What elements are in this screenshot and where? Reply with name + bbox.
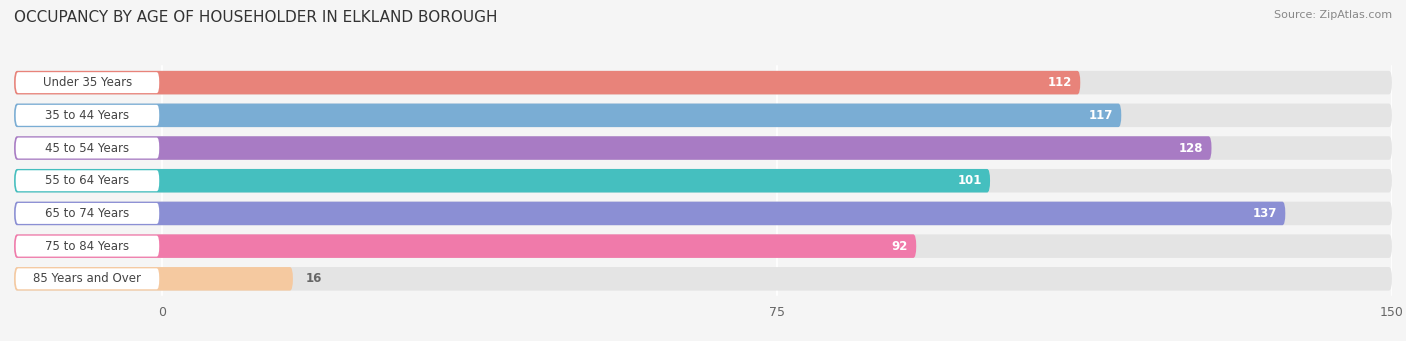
FancyBboxPatch shape <box>15 203 159 224</box>
FancyBboxPatch shape <box>14 202 1392 225</box>
Text: 45 to 54 Years: 45 to 54 Years <box>45 142 129 154</box>
Text: 137: 137 <box>1253 207 1277 220</box>
Text: 117: 117 <box>1088 109 1114 122</box>
FancyBboxPatch shape <box>15 170 159 191</box>
Text: 16: 16 <box>305 272 322 285</box>
FancyBboxPatch shape <box>15 236 159 256</box>
Text: 112: 112 <box>1047 76 1073 89</box>
FancyBboxPatch shape <box>14 71 1392 94</box>
FancyBboxPatch shape <box>14 202 1285 225</box>
Text: 101: 101 <box>957 174 981 187</box>
FancyBboxPatch shape <box>14 234 917 258</box>
Text: 85 Years and Over: 85 Years and Over <box>34 272 142 285</box>
FancyBboxPatch shape <box>14 136 1392 160</box>
FancyBboxPatch shape <box>14 234 1392 258</box>
FancyBboxPatch shape <box>15 72 159 93</box>
Text: 65 to 74 Years: 65 to 74 Years <box>45 207 129 220</box>
Text: Under 35 Years: Under 35 Years <box>42 76 132 89</box>
Text: 35 to 44 Years: 35 to 44 Years <box>45 109 129 122</box>
Text: 128: 128 <box>1178 142 1204 154</box>
Text: 75 to 84 Years: 75 to 84 Years <box>45 240 129 253</box>
FancyBboxPatch shape <box>14 104 1392 127</box>
FancyBboxPatch shape <box>15 137 159 159</box>
FancyBboxPatch shape <box>14 71 1080 94</box>
FancyBboxPatch shape <box>14 267 292 291</box>
FancyBboxPatch shape <box>15 268 159 289</box>
FancyBboxPatch shape <box>14 169 1392 193</box>
FancyBboxPatch shape <box>15 105 159 126</box>
FancyBboxPatch shape <box>14 104 1122 127</box>
FancyBboxPatch shape <box>14 136 1212 160</box>
FancyBboxPatch shape <box>14 267 1392 291</box>
Text: Source: ZipAtlas.com: Source: ZipAtlas.com <box>1274 10 1392 20</box>
Text: 92: 92 <box>891 240 908 253</box>
FancyBboxPatch shape <box>14 169 990 193</box>
Text: OCCUPANCY BY AGE OF HOUSEHOLDER IN ELKLAND BOROUGH: OCCUPANCY BY AGE OF HOUSEHOLDER IN ELKLA… <box>14 10 498 25</box>
Text: 55 to 64 Years: 55 to 64 Years <box>45 174 129 187</box>
